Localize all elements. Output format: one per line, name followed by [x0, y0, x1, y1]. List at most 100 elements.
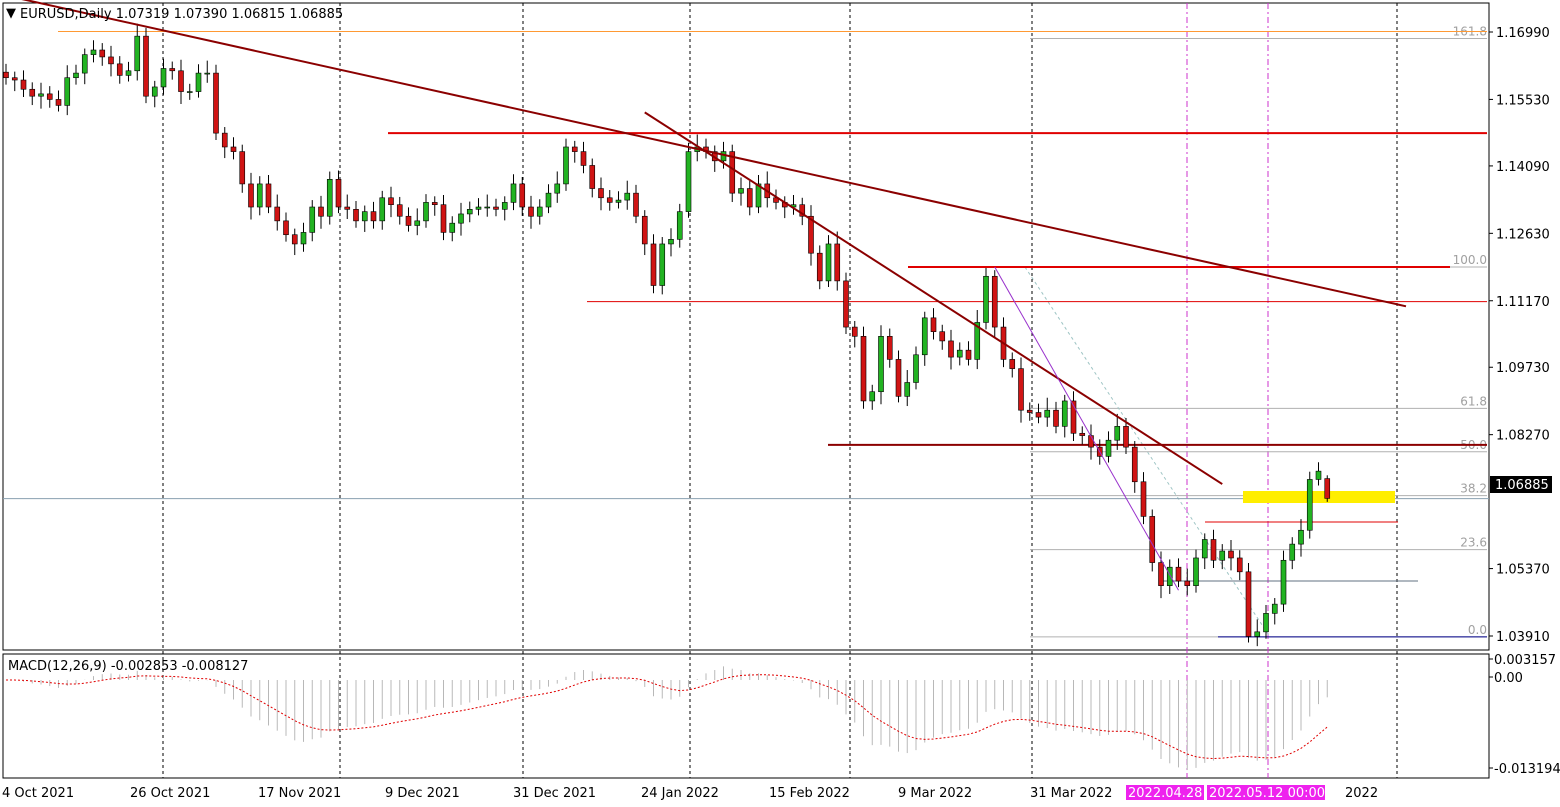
bull-candle[interactable] — [309, 200, 316, 242]
bear-candle[interactable] — [178, 59, 184, 105]
bull-candle[interactable] — [414, 208, 421, 236]
bear-candle[interactable] — [816, 245, 823, 290]
bull-candle[interactable] — [361, 205, 368, 232]
bull-candle[interactable] — [1315, 462, 1322, 486]
bear-candle[interactable] — [169, 61, 176, 80]
bull-candle[interactable] — [151, 80, 158, 108]
bull-candle[interactable] — [186, 83, 193, 100]
bear-candle[interactable] — [965, 341, 972, 366]
resistance-trendline[interactable] — [644, 111, 1223, 485]
bull-candle[interactable] — [458, 202, 464, 236]
bear-candle[interactable] — [1228, 539, 1234, 571]
bull-candle[interactable] — [1166, 559, 1173, 594]
bear-candle[interactable] — [370, 201, 377, 229]
bull-candle[interactable] — [326, 171, 333, 225]
bull-candle[interactable] — [1263, 605, 1269, 639]
bear-candle[interactable] — [99, 43, 106, 66]
bull-candle[interactable] — [878, 325, 884, 405]
bull-candle[interactable] — [1280, 550, 1287, 612]
bull-candle[interactable] — [81, 48, 88, 85]
bear-candle[interactable] — [641, 210, 648, 256]
bull-candle[interactable] — [904, 370, 911, 407]
macd-panel-frame[interactable] — [2, 653, 1490, 779]
bull-candle[interactable] — [73, 64, 79, 85]
bull-candle[interactable] — [624, 180, 631, 210]
bear-candle[interactable] — [1184, 568, 1191, 596]
bear-candle[interactable] — [274, 194, 281, 231]
bear-candle[interactable] — [886, 328, 893, 368]
bull-candle[interactable] — [256, 176, 263, 216]
bear-candle[interactable] — [116, 56, 123, 84]
bear-candle[interactable] — [431, 196, 438, 216]
bull-candle[interactable] — [983, 267, 989, 330]
bull-candle[interactable] — [475, 198, 482, 216]
resistance-trendline[interactable] — [0, 0, 1407, 308]
bull-candle[interactable] — [134, 23, 141, 81]
bear-candle[interactable] — [213, 64, 219, 141]
bear-candle[interactable] — [1053, 401, 1059, 434]
bear-candle[interactable] — [598, 177, 604, 211]
bear-candle[interactable] — [1131, 441, 1138, 493]
bull-candle[interactable] — [563, 138, 569, 191]
bear-candle[interactable] — [1210, 529, 1217, 569]
bull-candle[interactable] — [501, 196, 508, 221]
bear-candle[interactable] — [930, 308, 937, 340]
bear-candle[interactable] — [335, 170, 342, 214]
header-menu-arrow[interactable]: ▼ — [6, 6, 16, 21]
bull-candle[interactable] — [554, 171, 561, 203]
bull-candle[interactable] — [545, 184, 552, 214]
bull-candle[interactable] — [484, 194, 491, 217]
bear-candle[interactable] — [1236, 550, 1243, 581]
bull-candle[interactable] — [125, 61, 132, 82]
support-highlight-box[interactable] — [1243, 491, 1395, 503]
bull-candle[interactable] — [1289, 537, 1296, 570]
bull-candle[interactable] — [685, 142, 692, 218]
bull-candle[interactable] — [668, 228, 674, 257]
bear-candle[interactable] — [1324, 475, 1331, 502]
bull-candle[interactable] — [1254, 619, 1261, 647]
bear-candle[interactable] — [650, 234, 657, 294]
bull-candle[interactable] — [1306, 471, 1313, 539]
bear-candle[interactable] — [851, 320, 858, 348]
bull-candle[interactable] — [204, 60, 211, 83]
bear-candle[interactable] — [318, 195, 324, 229]
bear-candle[interactable] — [440, 195, 447, 241]
bear-candle[interactable] — [895, 350, 902, 403]
bear-candle[interactable] — [589, 158, 596, 198]
bear-candle[interactable] — [1123, 418, 1129, 455]
bear-candle[interactable] — [265, 175, 272, 214]
bull-candle[interactable] — [64, 65, 71, 116]
bear-candle[interactable] — [1140, 472, 1147, 525]
bear-candle[interactable] — [808, 205, 814, 266]
bear-candle[interactable] — [239, 144, 246, 193]
bear-candle[interactable] — [46, 86, 53, 108]
bull-candle[interactable] — [676, 203, 683, 248]
bear-candle[interactable] — [571, 140, 578, 163]
bear-candle[interactable] — [606, 190, 613, 211]
bull-candle[interactable] — [869, 384, 876, 410]
bear-candle[interactable] — [799, 197, 806, 226]
bear-candle[interactable] — [1245, 562, 1252, 643]
bull-candle[interactable] — [659, 237, 666, 295]
bear-candle[interactable] — [108, 45, 114, 77]
bull-candle[interactable] — [1219, 544, 1226, 570]
channel-trendline[interactable] — [994, 266, 1179, 591]
bear-candle[interactable] — [991, 270, 998, 339]
bull-candle[interactable] — [755, 175, 762, 214]
bull-candle[interactable] — [825, 235, 832, 287]
bear-candle[interactable] — [29, 82, 36, 106]
bull-candle[interactable] — [379, 190, 386, 230]
bear-candle[interactable] — [143, 27, 149, 104]
bear-candle[interactable] — [396, 196, 403, 225]
bull-candle[interactable] — [90, 40, 97, 63]
bear-candle[interactable] — [729, 144, 736, 203]
bear-candle[interactable] — [948, 329, 954, 370]
bear-candle[interactable] — [493, 198, 499, 217]
bull-candle[interactable] — [1271, 598, 1278, 625]
bull-candle[interactable] — [1061, 394, 1068, 438]
bull-candle[interactable] — [1044, 397, 1051, 427]
bull-candle[interactable] — [423, 194, 429, 228]
bull-candle[interactable] — [974, 309, 981, 370]
bull-candle[interactable] — [1105, 431, 1112, 463]
bull-candle[interactable] — [466, 201, 473, 223]
